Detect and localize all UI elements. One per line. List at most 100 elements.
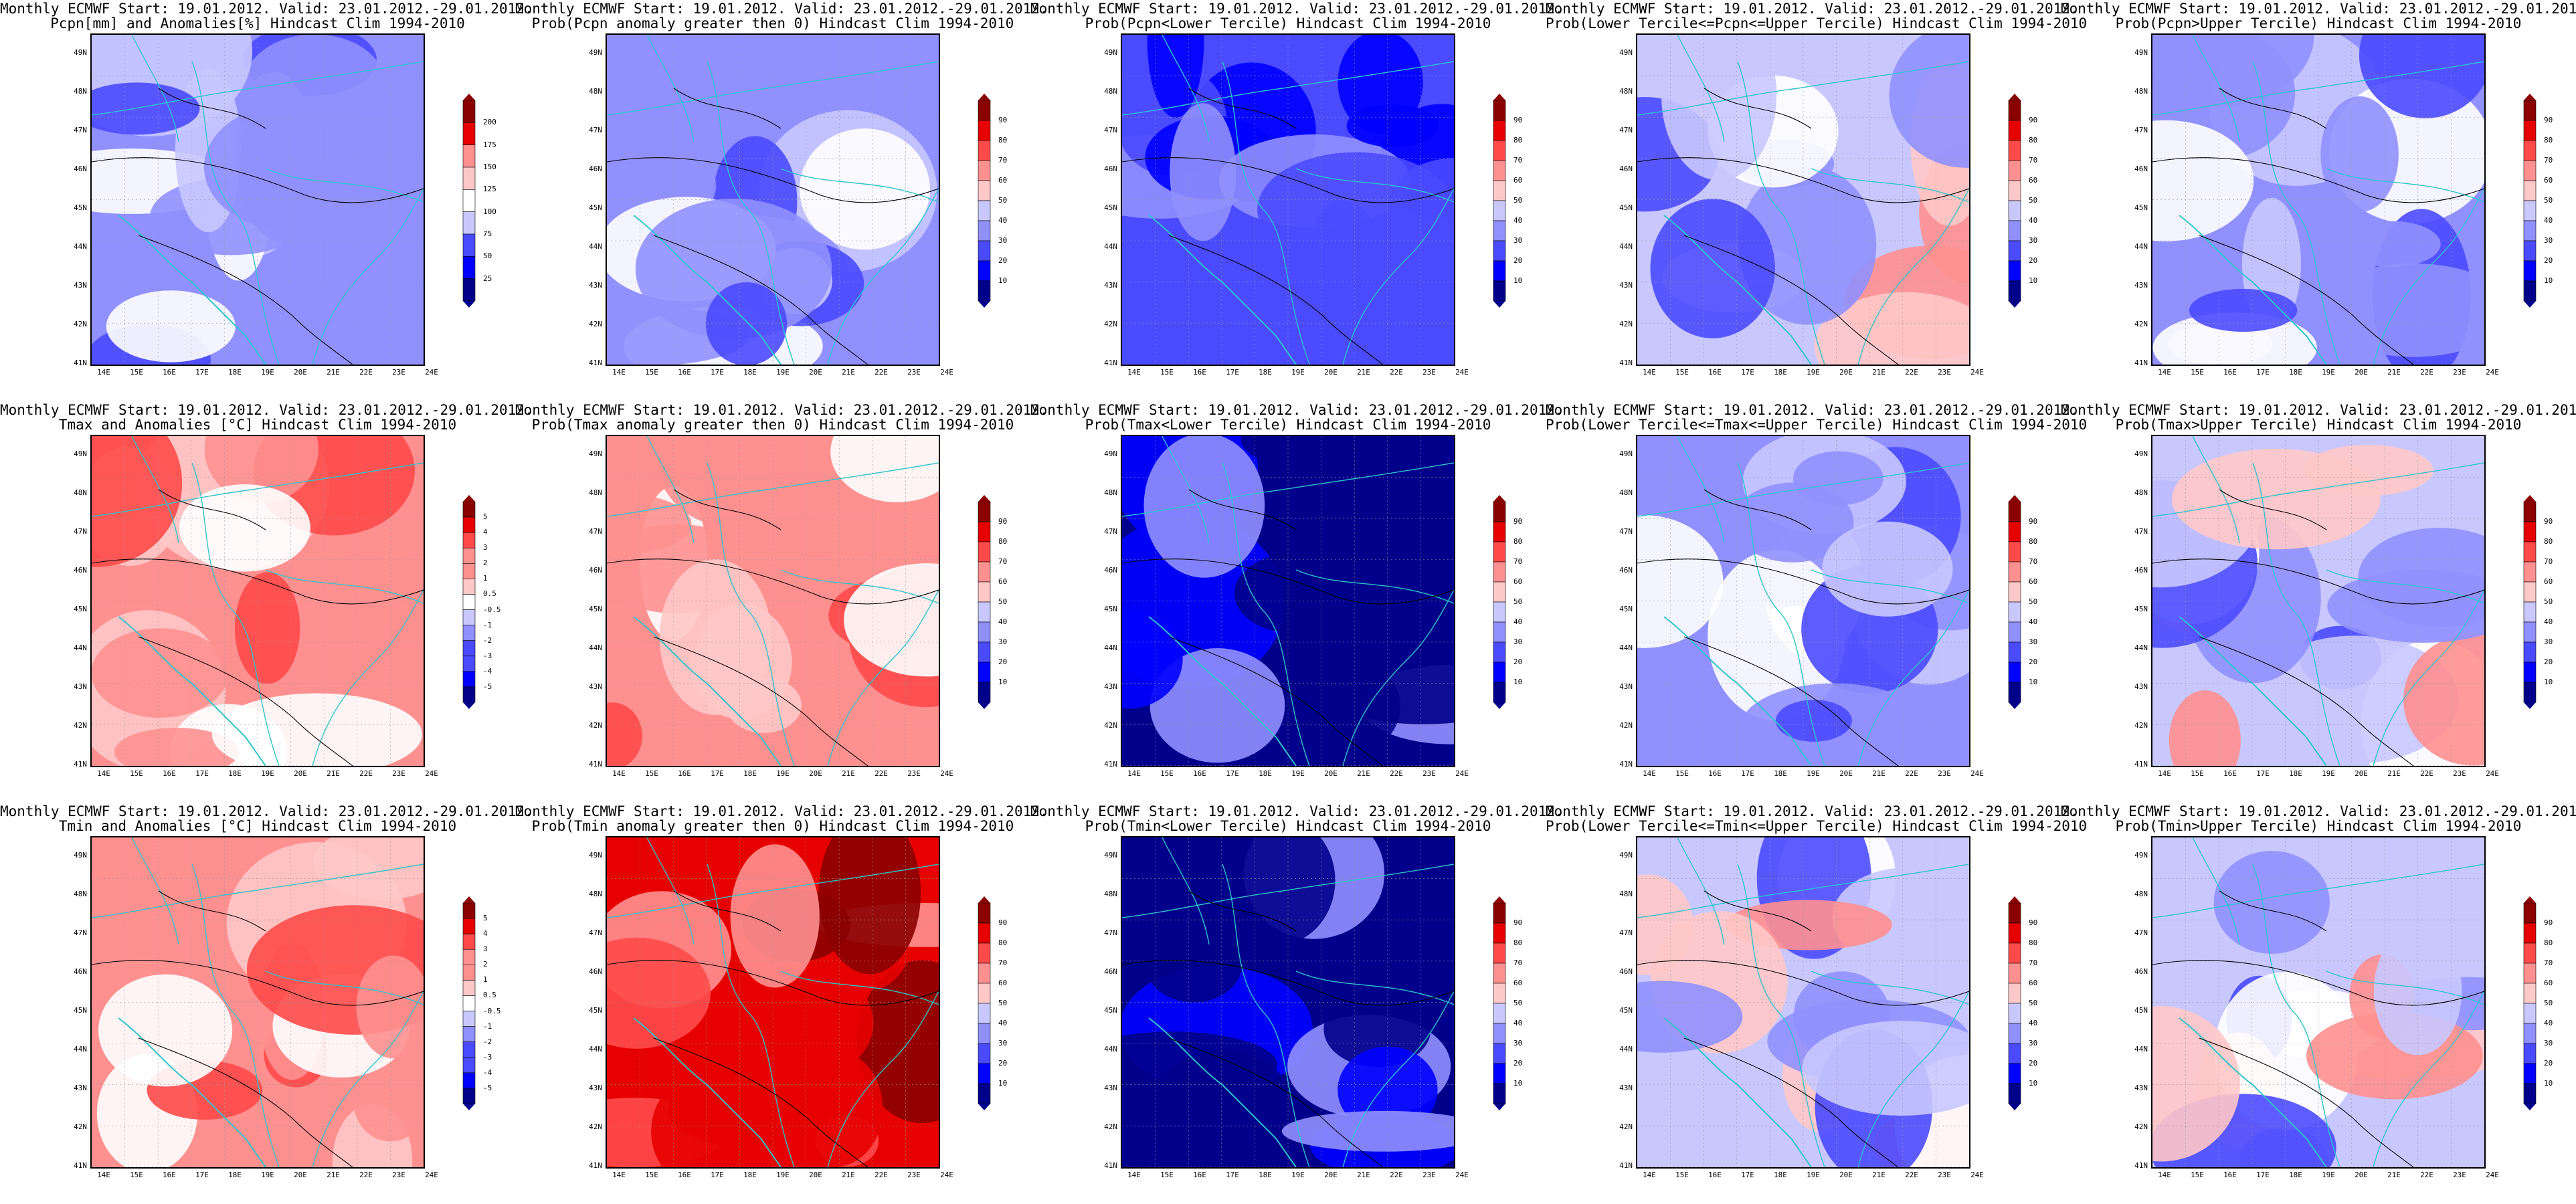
latitude-label: 49N: [74, 48, 87, 57]
colorbar-top-arrow: [2524, 896, 2536, 903]
longitude-label: 17E: [1741, 368, 1754, 377]
longitude-label: 14E: [1643, 1171, 1656, 1179]
longitude-label: 16E: [1193, 1171, 1206, 1179]
anomaly-region: [1257, 152, 1454, 267]
colorbar-segment: [1493, 963, 1506, 984]
longitude-label: 21E: [842, 368, 855, 377]
colorbar-label: 100: [483, 207, 496, 216]
country-border: [780, 168, 939, 203]
longitude-label: 20E: [1839, 368, 1853, 377]
forecast-panel: Monthly ECMWF Start: 19.01.2012. Valid: …: [1030, 803, 1564, 1204]
longitude-label: 21E: [842, 1171, 855, 1179]
anomaly-region: [204, 103, 380, 231]
latitude-label: 42N: [589, 320, 602, 328]
latitude-label: 46N: [74, 566, 87, 575]
contour-line: [1683, 636, 1899, 766]
panel-title: Monthly ECMWF Start: 19.01.2012. Valid: …: [1546, 402, 2088, 433]
colorbar-segment: [2523, 601, 2537, 623]
colorbar-segment: [462, 640, 476, 657]
longitude-label: 19E: [1291, 1171, 1305, 1179]
latitude-label: 49N: [1104, 449, 1117, 458]
latitude-label: 49N: [1104, 851, 1117, 860]
longitude-label: 24E: [940, 769, 953, 778]
colorbar-segment: [978, 220, 991, 241]
map-frame: [1636, 435, 1970, 767]
colorbar-svg: [2523, 495, 2537, 709]
colorbar-segment: [2008, 220, 2021, 241]
colorbar-segment: [2523, 240, 2537, 262]
longitude-label: 22E: [359, 769, 373, 778]
colorbar-label: -1: [483, 620, 492, 629]
colorbar: [2522, 94, 2537, 308]
colorbar-segment: [1493, 1043, 1506, 1064]
longitude-label: 21E: [327, 368, 340, 377]
latitude-label: 41N: [589, 760, 602, 769]
colorbar-svg: [978, 495, 991, 709]
latitude-label: 46N: [74, 165, 87, 173]
colorbar-segment: [2008, 501, 2021, 522]
colorbar: [2007, 896, 2022, 1110]
map-svg: [2152, 837, 2484, 1167]
latitude-label: 44N: [1619, 242, 1633, 251]
panel-title: Monthly ECMWF Start: 19.01.2012. Valid: …: [0, 803, 533, 834]
longitude-label: 22E: [1905, 368, 1918, 377]
latitude-label: 46N: [1104, 967, 1117, 976]
colorbar-svg: [2008, 495, 2021, 709]
contour-line: [138, 636, 353, 766]
colorbar-segment: [978, 140, 991, 161]
panel-title: Monthly ECMWF Start: 19.01.2012. Valid: …: [2061, 1, 2576, 31]
map-frame: [1121, 33, 1455, 366]
colorbar-segment: [2008, 1003, 2021, 1024]
longitude-label: 20E: [294, 1171, 307, 1179]
colorbar-segment: [978, 621, 991, 643]
longitude-label: 23E: [392, 769, 405, 778]
colorbar-segment: [2523, 501, 2537, 522]
longitude-label: 23E: [2453, 1171, 2466, 1179]
longitude-label: 17E: [2256, 1171, 2270, 1179]
latitude-label: 47N: [74, 126, 87, 134]
anomaly-region: [1149, 647, 1285, 763]
longitude-label: 18E: [228, 769, 242, 778]
coastline: [1663, 1017, 1812, 1167]
colorbar-svg: [2008, 896, 2021, 1110]
colorbar-segment: [1493, 541, 1506, 563]
map-svg: [2152, 35, 2484, 365]
latitude-label: 41N: [74, 760, 87, 769]
latitude-label: 45N: [1104, 203, 1117, 212]
country-border: [1162, 35, 1210, 142]
latitude-label: 46N: [74, 967, 87, 976]
longitude-label: 23E: [2453, 368, 2466, 377]
colorbar-top-arrow: [978, 896, 990, 903]
map-frame: [1121, 836, 1455, 1169]
longitude-label: 16E: [678, 769, 691, 778]
colorbar-label: 20: [998, 658, 1008, 666]
anomaly-region: [92, 628, 229, 718]
colorbar-segment: [978, 983, 991, 1004]
country-border: [2192, 35, 2240, 142]
latitude-label: 44N: [2134, 1045, 2148, 1054]
colorbar-label: 60: [2544, 979, 2553, 987]
latitude-label: 45N: [74, 1006, 87, 1015]
latitude-label: 43N: [2134, 281, 2148, 290]
colorbar: [462, 495, 476, 709]
latitude-label: 47N: [1619, 928, 1633, 937]
colorbar-svg: [462, 896, 476, 1110]
anomaly-region: [1122, 609, 1183, 709]
colorbar-segment: [462, 980, 476, 996]
latitude-label: 49N: [1619, 48, 1633, 57]
latitude-label: 42N: [1619, 1122, 1633, 1131]
longitude-label: 22E: [2420, 368, 2433, 377]
longitude-label: 24E: [1970, 368, 1984, 377]
map-svg: [1122, 35, 1454, 365]
colorbar-segment: [1493, 240, 1506, 262]
colorbar-label: 60: [998, 577, 1008, 586]
latitude-label: 46N: [589, 967, 602, 976]
colorbar: [2007, 94, 2022, 308]
colorbar-segment: [462, 609, 476, 625]
latitude-label: 49N: [589, 449, 602, 458]
country-border: [2373, 188, 2484, 365]
colorbar-bottom-arrow: [2524, 301, 2536, 308]
colorbar: [462, 896, 476, 1110]
colorbar-segment: [462, 1026, 476, 1042]
contour-line: [607, 157, 939, 203]
